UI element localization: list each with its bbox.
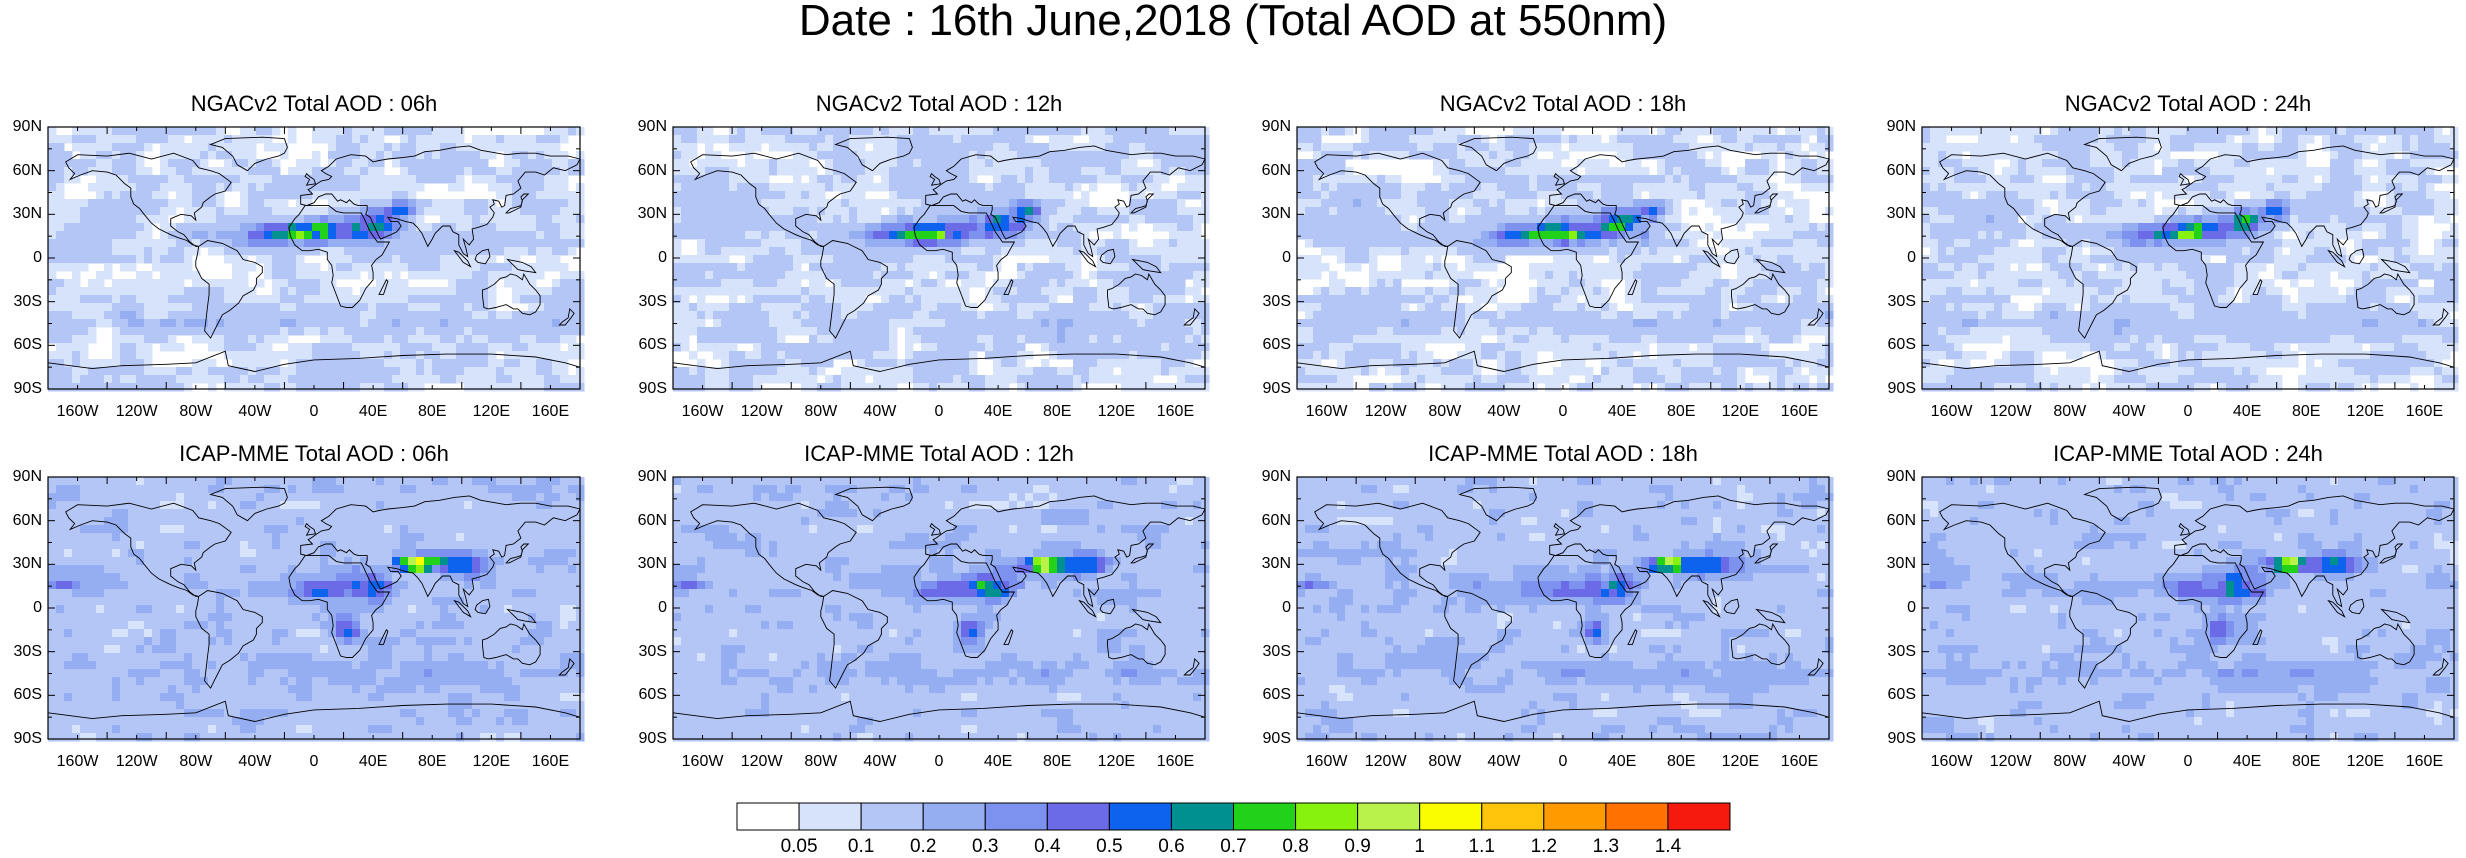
colorbar-label: 0.4 — [1022, 836, 1072, 858]
colorbar-label: 0.9 — [1333, 836, 1383, 858]
colorbar-swatch — [1668, 803, 1730, 830]
colorbar-swatch — [1296, 803, 1358, 830]
colorbar-swatch — [1544, 803, 1606, 830]
colorbar-label: 0.3 — [960, 836, 1010, 858]
colorbar-swatch — [1109, 803, 1171, 830]
colorbar-swatch — [1171, 803, 1233, 830]
colorbar-swatch — [1047, 803, 1109, 830]
colorbar-label: 0.1 — [836, 836, 886, 858]
colorbar-swatch — [861, 803, 923, 830]
colorbar-label: 1.3 — [1581, 836, 1631, 858]
colorbar-label: 0.6 — [1146, 836, 1196, 858]
colorbar-label: 0.2 — [898, 836, 948, 858]
colorbar-swatch — [985, 803, 1047, 830]
colorbar-label: 0.05 — [774, 836, 824, 858]
colorbar-label: 1.4 — [1643, 836, 1693, 858]
colorbar-label: 1.2 — [1519, 836, 1569, 858]
colorbar-label: 1 — [1395, 836, 1445, 858]
colorbar-label: 0.5 — [1084, 836, 1134, 858]
colorbar-label: 0.7 — [1209, 836, 1259, 858]
colorbar-swatch — [1482, 803, 1544, 830]
colorbar-swatch — [1420, 803, 1482, 830]
colorbar-label: 1.1 — [1457, 836, 1507, 858]
colorbar-swatch — [1606, 803, 1668, 830]
colorbar-swatch — [1234, 803, 1296, 830]
colorbar-label: 0.8 — [1271, 836, 1321, 858]
colorbar-swatch — [923, 803, 985, 830]
colorbar-swatch — [1358, 803, 1420, 830]
colorbar-swatch — [737, 803, 799, 830]
colorbar-swatch — [799, 803, 861, 830]
